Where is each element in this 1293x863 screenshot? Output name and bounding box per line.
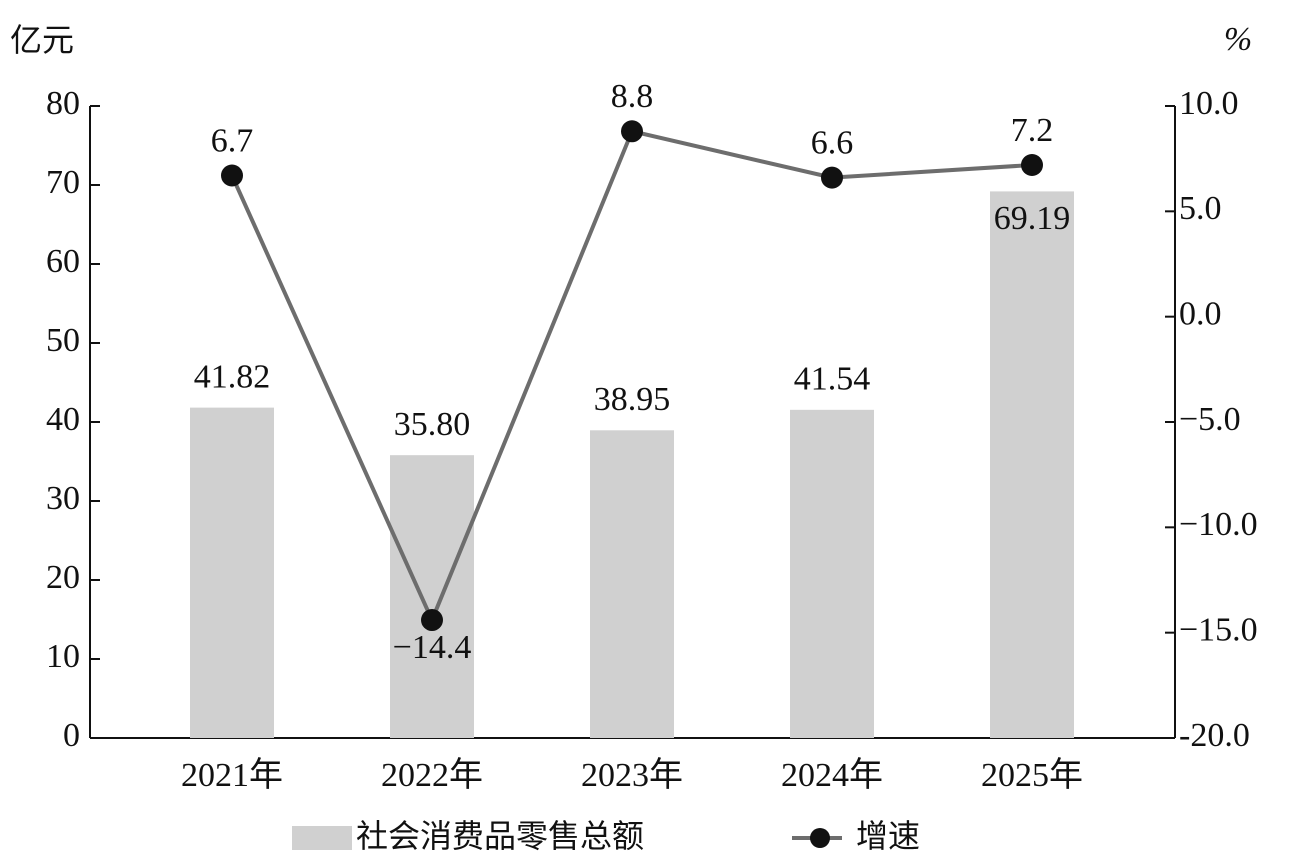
x-tick-label: 2024年: [781, 756, 883, 794]
y2-tick-label: −5.0: [1179, 401, 1241, 438]
y2-tick-label: −15.0: [1179, 611, 1258, 648]
y-tick-label: 0: [63, 717, 80, 754]
legend-label: 增速: [856, 817, 920, 855]
y-tick-label: 30: [46, 480, 80, 517]
line-value-label: −14.4: [393, 629, 472, 666]
y-tick-label: 80: [46, 85, 80, 122]
bar: [390, 455, 474, 738]
legend-swatch-marker: [810, 828, 830, 848]
y2-tick-label: 0.0: [1179, 295, 1222, 332]
y2-tick-label: 10.0: [1179, 85, 1239, 122]
y2-tick-label: -20.0: [1179, 717, 1250, 754]
y-tick-label: 20: [46, 559, 80, 596]
line-value-label: 7.2: [1011, 112, 1054, 149]
x-tick-label: 2023年: [581, 756, 683, 794]
line-marker: [421, 609, 443, 632]
line-value-label: 6.6: [811, 124, 854, 161]
bar-value-label: 41.54: [794, 361, 871, 398]
bar-value-label: 69.19: [994, 200, 1071, 237]
x-tick-label: 2022年: [381, 756, 483, 794]
y2-tick-label: −10.0: [1179, 506, 1258, 543]
y2-tick-label: 5.0: [1179, 190, 1222, 227]
x-tick-label: 2025年: [981, 756, 1083, 794]
y-tick-label: 40: [46, 401, 80, 438]
bar: [190, 407, 274, 738]
bar-value-label: 38.95: [594, 381, 671, 418]
line-marker: [821, 166, 843, 189]
y-axis-label: 亿元: [10, 21, 74, 59]
bar-value-label: 35.80: [394, 406, 471, 443]
line-marker: [621, 120, 643, 143]
y-tick-label: 70: [46, 164, 80, 201]
y-tick-label: 10: [46, 638, 80, 675]
line-marker: [1021, 153, 1043, 176]
line-value-label: 6.7: [211, 122, 254, 159]
line-marker: [221, 164, 243, 187]
bar: [590, 430, 674, 738]
bar: [990, 191, 1074, 739]
y2-axis-label: %: [1224, 21, 1252, 58]
x-tick-label: 2021年: [181, 756, 283, 794]
y-tick-label: 50: [46, 322, 80, 359]
legend-swatch: [292, 826, 352, 850]
bar: [790, 409, 874, 738]
legend-label: 社会消费品零售总额: [356, 817, 644, 855]
y-tick-label: 60: [46, 243, 80, 280]
bar-value-label: 41.82: [194, 358, 271, 395]
line-value-label: 8.8: [611, 78, 654, 115]
